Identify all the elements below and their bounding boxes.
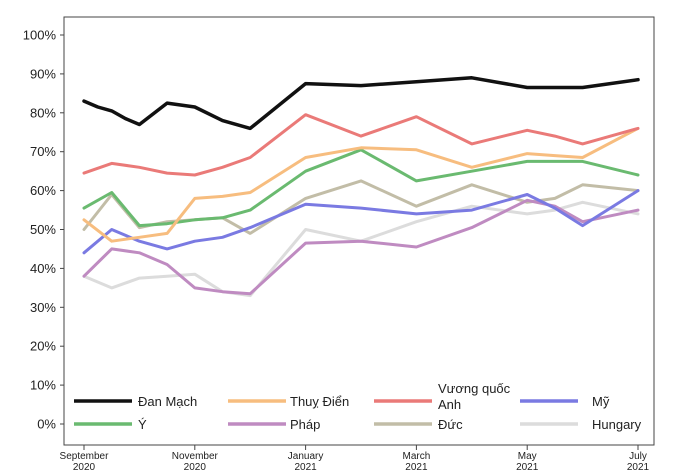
- legend-item-dan-mach: Đan Mạch: [74, 394, 197, 409]
- series-line-phap: [82, 198, 640, 296]
- legend-label: Anh: [438, 397, 461, 412]
- y-tick-label: 40%: [30, 261, 56, 276]
- series-line-dan-mach: [82, 76, 640, 131]
- x-tick-month: January: [288, 451, 324, 462]
- legend-label: Pháp: [290, 417, 320, 432]
- legend-label: Ý: [138, 417, 147, 432]
- plot-frame: [63, 16, 655, 446]
- legend-item-thuy-dien: Thuỵ Điển: [228, 394, 349, 409]
- y-tick-label: 60%: [30, 183, 56, 198]
- series-lines: [82, 76, 640, 298]
- legend-label: Hungary: [592, 417, 642, 432]
- y-tick-label: 70%: [30, 144, 56, 159]
- legend-item-hungary: Hungary: [520, 417, 642, 432]
- x-tick-year: 2021: [405, 462, 428, 473]
- legend-label: Mỹ: [592, 394, 610, 409]
- y-tick-label: 90%: [30, 66, 56, 81]
- y-tick-label: 20%: [30, 339, 56, 354]
- legend-item-duc: Đức: [374, 417, 463, 432]
- series-line-vuong-quoc-anh: [82, 113, 640, 177]
- legend-item-phap: Pháp: [228, 417, 320, 432]
- x-tick-month: March: [403, 451, 431, 462]
- x-tick-month: May: [518, 451, 537, 462]
- x-tick-month: November: [172, 451, 219, 462]
- x-tick-month: September: [60, 451, 110, 462]
- y-tick-label: 10%: [30, 378, 56, 393]
- legend-label: Đức: [438, 417, 463, 432]
- legend-item-my: Mỹ: [520, 394, 610, 409]
- series-line-y: [82, 148, 640, 228]
- x-tick-year: 2020: [184, 462, 207, 473]
- legend-item-y: Ý: [74, 417, 147, 432]
- legend-label: Vương quốc: [438, 381, 511, 396]
- series-line-my: [82, 189, 640, 255]
- series-line-thuy-dien: [82, 126, 640, 243]
- x-axis: September2020November2020January2021Marc…: [60, 445, 650, 473]
- legend-label: Thuỵ Điển: [290, 394, 349, 409]
- x-tick-year: 2021: [627, 462, 650, 473]
- x-tick-year: 2021: [294, 462, 317, 473]
- x-tick-year: 2020: [73, 462, 96, 473]
- legend-background: [66, 382, 652, 442]
- y-tick-label: 100%: [23, 28, 57, 43]
- y-tick-label: 30%: [30, 300, 56, 315]
- y-tick-label: 80%: [30, 105, 56, 120]
- legend-label: Đan Mạch: [138, 394, 197, 409]
- x-tick-month: July: [629, 451, 647, 462]
- x-tick-year: 2021: [516, 462, 539, 473]
- y-axis: 0% 10% 20% 30% 40% 50% 60% 70% 80% 90% 100%: [23, 28, 64, 432]
- series-line-hungary: [82, 200, 640, 298]
- y-tick-label: 0%: [37, 417, 56, 432]
- y-tick-label: 50%: [30, 222, 56, 237]
